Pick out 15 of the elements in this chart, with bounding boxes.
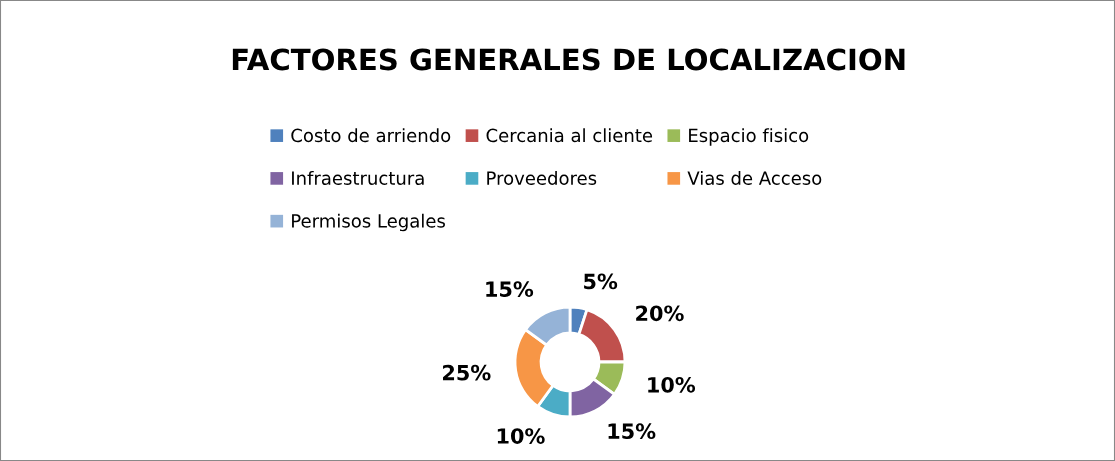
legend-label: Espacio fisico: [689, 128, 809, 146]
data-label: 15%: [486, 281, 534, 297]
data-label: 15%: [608, 423, 656, 440]
legend-label: Infraestructura: [292, 171, 424, 185]
chart-title: FACTORES GENERALES DE LOCALIZACION: [232, 48, 905, 71]
data-label: 10%: [497, 428, 545, 444]
legend-label: Cercania al cliente: [486, 128, 653, 143]
legend-label: Proveedores: [487, 171, 597, 185]
legend-label: Permisos Legales: [292, 213, 445, 232]
legend-label: Costo de arriendo: [291, 128, 451, 143]
data-label: 10%: [648, 376, 696, 393]
data-label: 25%: [443, 364, 491, 381]
legend-label: Vias de Acceso: [687, 171, 822, 185]
data-label: 20%: [636, 305, 684, 322]
data-label: 5%: [584, 273, 618, 290]
